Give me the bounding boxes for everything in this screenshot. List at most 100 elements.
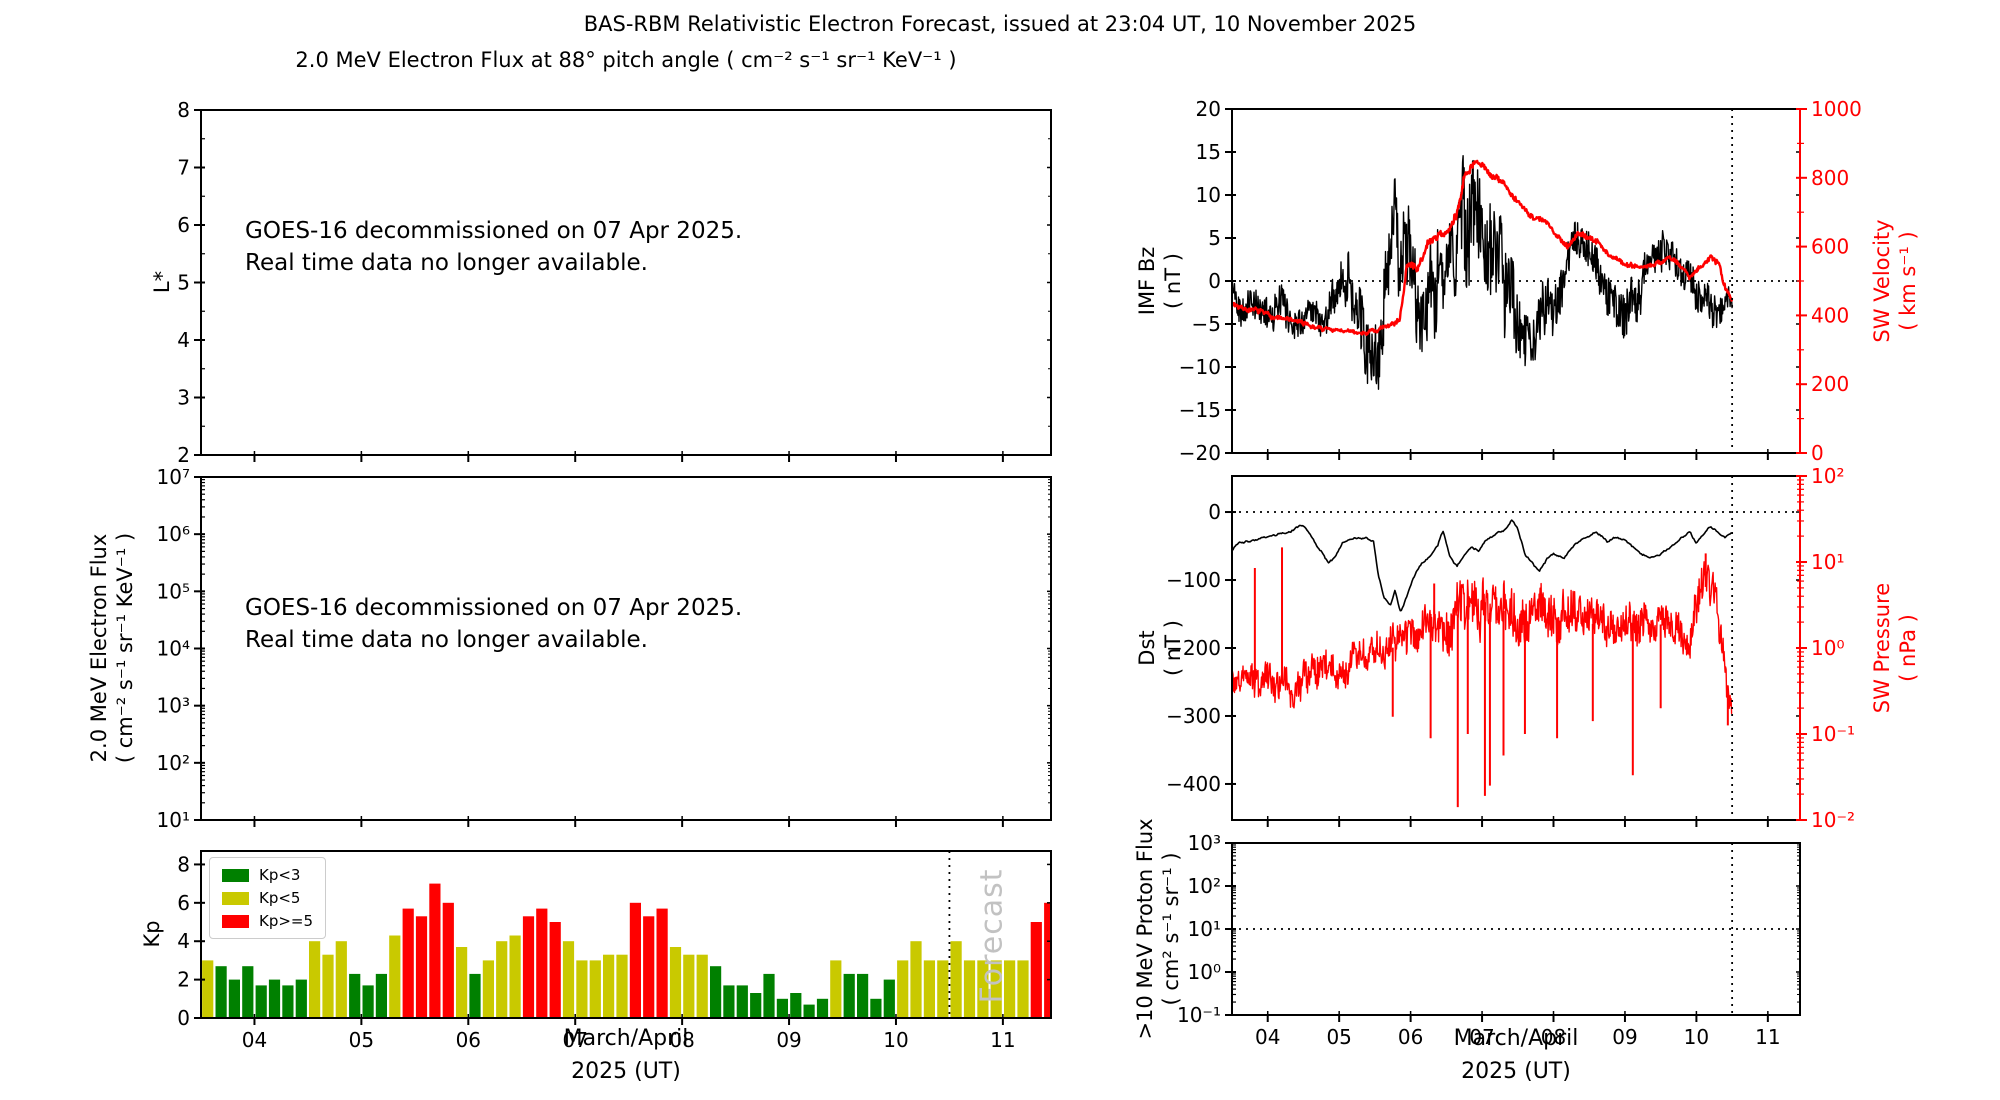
data-layer-dst-pressure <box>1232 476 1800 820</box>
tick-label: 10⁻¹ <box>1177 1003 1221 1027</box>
ylabel-sw-velocity: SW Velocity ( km s⁻¹ ) <box>1870 219 1920 343</box>
tick-label: 04 <box>242 1028 267 1052</box>
kp-bar <box>696 954 708 1018</box>
legend-item-kp-lt3: Kp<3 <box>222 866 313 884</box>
kp-bar <box>683 954 695 1018</box>
tick-label: 05 <box>1326 1025 1351 1049</box>
kp-bar <box>950 941 962 1018</box>
panel-frame-kp <box>200 850 1052 1019</box>
tick-label: −300 <box>1166 704 1221 728</box>
axes-electron-lstar: 2 3 4 5 6 7 8 <box>177 98 1052 467</box>
panel-frame-proton <box>1231 842 1801 1016</box>
kp-bar <box>1004 960 1016 1018</box>
tick-label: 5 <box>177 271 190 295</box>
tick-label: 6 <box>177 891 190 915</box>
tick-label: 3 <box>177 386 190 410</box>
tick-label: −5 <box>1192 312 1221 336</box>
kp-bar <box>309 941 321 1018</box>
kp-bar <box>937 960 949 1018</box>
kp-bar <box>562 941 575 1018</box>
tick-label: −15 <box>1179 398 1221 422</box>
kp-bar <box>616 954 628 1018</box>
kp-bar <box>763 973 775 1018</box>
axes-kp: 0 2 4 6 8 04 05 06 07 08 09 10 11 <box>177 850 1052 1052</box>
tick-label: 600 <box>1811 235 1849 259</box>
forecast-watermark: Forecast <box>974 868 1010 1004</box>
kp-bar <box>429 883 441 1018</box>
tick-label: 400 <box>1811 303 1849 327</box>
data-layer-imf-sw <box>1232 109 1800 453</box>
kp-bar <box>643 916 655 1018</box>
tick-label: 2 <box>177 968 190 992</box>
kp-bar <box>750 993 762 1018</box>
tick-label: −10 <box>1179 355 1221 379</box>
tick-label: 10² <box>1188 874 1221 898</box>
kp-bar <box>268 979 281 1018</box>
legend-label: Kp>=5 <box>259 912 314 930</box>
xlabel-left: March/April 2025 (UT) <box>563 1026 689 1084</box>
tick-label: 2 <box>177 443 190 467</box>
tick-label: 0 <box>1208 269 1221 293</box>
goes-decommissioned-message-top: GOES-16 decommissioned on 07 Apr 2025. R… <box>245 215 742 279</box>
kp-bar <box>589 960 601 1018</box>
ylabel-imf-bz: IMF Bz ( nT ) <box>1135 246 1185 316</box>
legend-swatch-green <box>222 868 249 882</box>
legend-item-kp-lt5: Kp<5 <box>222 889 313 907</box>
data-layer-proton <box>1232 843 1800 1015</box>
tick-label: 10² <box>157 751 190 775</box>
ylabel-lstar: L* <box>150 270 174 294</box>
kp-bar <box>509 935 521 1018</box>
kp-bar <box>456 947 468 1018</box>
kp-bar <box>977 960 989 1018</box>
kp-bar <box>375 973 387 1018</box>
tick-label: −200 <box>1166 636 1221 660</box>
kp-bar <box>710 966 722 1018</box>
kp-bar <box>857 973 869 1018</box>
goes-message-line-2: Real time data no longer available. <box>245 627 648 653</box>
tick-label: 10⁻¹ <box>1811 722 1855 746</box>
tick-label: 10 <box>1684 1025 1709 1049</box>
tick-label: 10¹ <box>1811 550 1844 574</box>
ylabel-electron-flux: 2.0 MeV Electron Flux ( cm⁻² s⁻¹ sr⁻¹ Ke… <box>87 532 137 764</box>
tick-label: 6 <box>177 213 190 237</box>
tick-label: −20 <box>1179 441 1221 465</box>
axes-proton: 10³ 10² 10¹ 10⁰ 10⁻¹ 04 05 06 07 08 09 10 11 <box>1177 831 1801 1049</box>
kp-bar <box>389 935 401 1018</box>
tick-label: 8 <box>177 98 190 122</box>
tick-label: 10⁰ <box>1188 960 1221 984</box>
goes-message-line-2: Real time data no longer available. <box>245 250 648 276</box>
tick-label: 06 <box>1398 1025 1423 1049</box>
goes-message-line-1: GOES-16 decommissioned on 07 Apr 2025. <box>245 218 743 244</box>
tick-label: 10¹ <box>1188 917 1221 941</box>
tick-label: 10⁷ <box>157 465 190 489</box>
tick-label: 10⁻² <box>1811 808 1855 832</box>
kp-bar <box>923 960 935 1018</box>
kp-bar <box>482 960 494 1018</box>
kp-bar <box>282 985 294 1018</box>
tick-label: 0 <box>177 1006 190 1030</box>
series-sw-velocity <box>1232 159 1734 337</box>
right-axis-dst-pressure: 10² 10¹ 10⁰ 10⁻¹ 10⁻² <box>1796 464 1855 832</box>
kp-bar <box>496 941 508 1018</box>
kp-bar <box>656 908 668 1018</box>
series-sw-pressure <box>1232 561 1733 715</box>
tick-label: 07 <box>1469 1025 1494 1049</box>
tick-label: 10 <box>1196 183 1221 207</box>
kp-bar <box>362 985 374 1018</box>
kp-bar <box>522 916 535 1018</box>
kp-bar <box>469 973 481 1018</box>
legend-label: Kp<5 <box>259 889 301 907</box>
kp-bar <box>295 979 307 1018</box>
kp-bar <box>910 941 922 1018</box>
tick-label: 20 <box>1196 97 1221 121</box>
kp-bar <box>963 960 976 1018</box>
legend-item-kp-ge5: Kp>=5 <box>222 912 313 930</box>
tick-label: 09 <box>1612 1025 1637 1049</box>
panel-frame-electron-lstar <box>200 109 1052 456</box>
tick-label: 0 <box>1811 441 1824 465</box>
electron-flux-panel-title: 2.0 MeV Electron Flux at 88° pitch angle… <box>295 48 957 72</box>
kp-bar <box>215 966 227 1018</box>
kp-bar <box>322 954 334 1018</box>
